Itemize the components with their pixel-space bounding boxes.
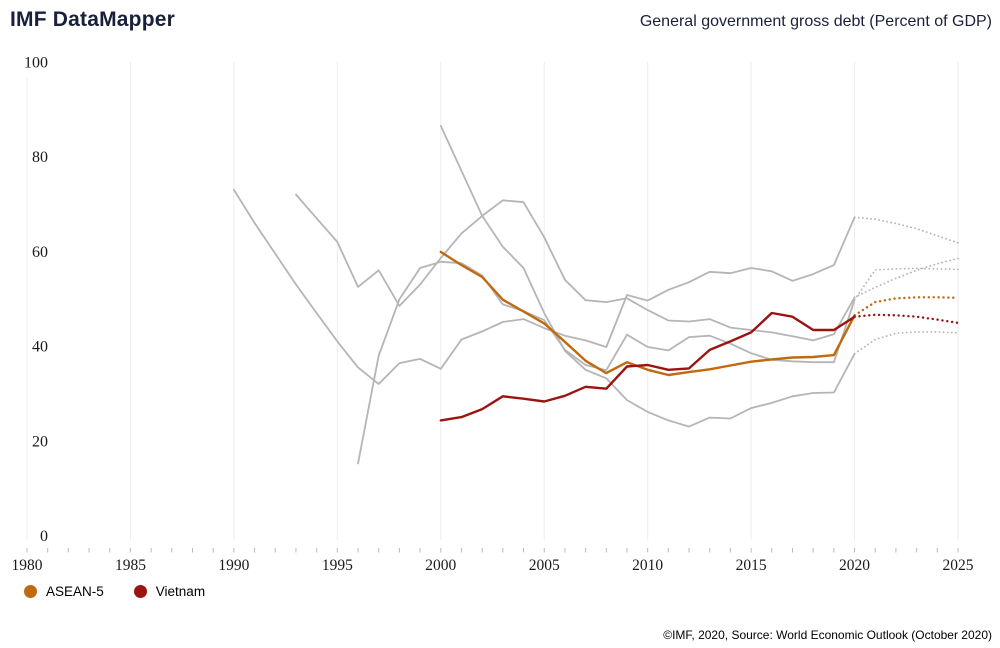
series-ASEAN-5-solid[interactable] [439, 250, 856, 377]
y-axis-label-100: 100 [24, 55, 48, 72]
series-comparator-1[interactable] [232, 188, 959, 385]
x-axis-label-1980: 1980 [12, 557, 43, 574]
y-axis-label-0: 0 [40, 528, 48, 545]
series-Vietnam[interactable] [439, 311, 960, 422]
attribution-text: ©IMF, 2020, Source: World Economic Outlo… [663, 628, 992, 642]
debt-line-chart: 0 20 40 60 80 100 1980 1985 1990 1995 2000 2005 2010… [12, 55, 974, 575]
series-comparator-4-solid[interactable] [439, 125, 856, 428]
asean5-legend-label: ASEAN-5 [46, 584, 104, 599]
x-axis-label-2020: 2020 [839, 557, 870, 574]
series-ASEAN-5-projection[interactable] [853, 296, 960, 317]
legend-item-vietnam[interactable]: Vietnam [133, 584, 206, 599]
vietnam-legend-dot [133, 585, 147, 598]
series-comparator-3-solid[interactable] [357, 260, 856, 465]
series-ASEAN-5[interactable] [439, 250, 960, 377]
legend: ASEAN-5 Vietnam [24, 584, 205, 599]
series-comparator-4-projection[interactable] [853, 330, 959, 355]
legend-item-asean5[interactable]: ASEAN-5 [24, 584, 104, 599]
x-axis-label-2015: 2015 [736, 557, 767, 574]
asean5-legend-dot [24, 585, 37, 598]
y-axis-label-60: 60 [32, 244, 48, 261]
x-axis-label-1990: 1990 [218, 557, 249, 574]
y-axis-label-20: 20 [32, 433, 48, 450]
series-comparator-3-projection[interactable] [853, 267, 959, 301]
app-title[interactable]: IMF DataMapper [10, 8, 175, 31]
y-axis-label-40: 40 [32, 339, 48, 356]
series-comparator-3[interactable] [357, 260, 959, 465]
x-axis-label-2025: 2025 [943, 557, 974, 574]
series-Vietnam-solid[interactable] [439, 311, 856, 422]
series-comparator-2-solid[interactable] [295, 193, 856, 342]
x-axis-label-2000: 2000 [425, 557, 456, 574]
series-comparator-4[interactable] [439, 125, 959, 428]
x-axis-label-1985: 1985 [115, 557, 146, 574]
series-comparator-1-projection[interactable] [853, 216, 959, 244]
x-axis-label-1995: 1995 [322, 557, 353, 574]
series-comparator-2[interactable] [295, 193, 959, 342]
series-Vietnam-projection[interactable] [853, 313, 960, 325]
chart-title: General government gross debt (Percent o… [639, 13, 992, 30]
x-axis-label-2005: 2005 [529, 557, 560, 574]
y-axis-label-80: 80 [32, 149, 48, 166]
vietnam-legend-label: Vietnam [155, 584, 206, 599]
series-comparator-1-solid[interactable] [232, 188, 856, 385]
x-axis-label-2010: 2010 [632, 557, 663, 574]
series-comparator-2-projection[interactable] [853, 257, 959, 299]
